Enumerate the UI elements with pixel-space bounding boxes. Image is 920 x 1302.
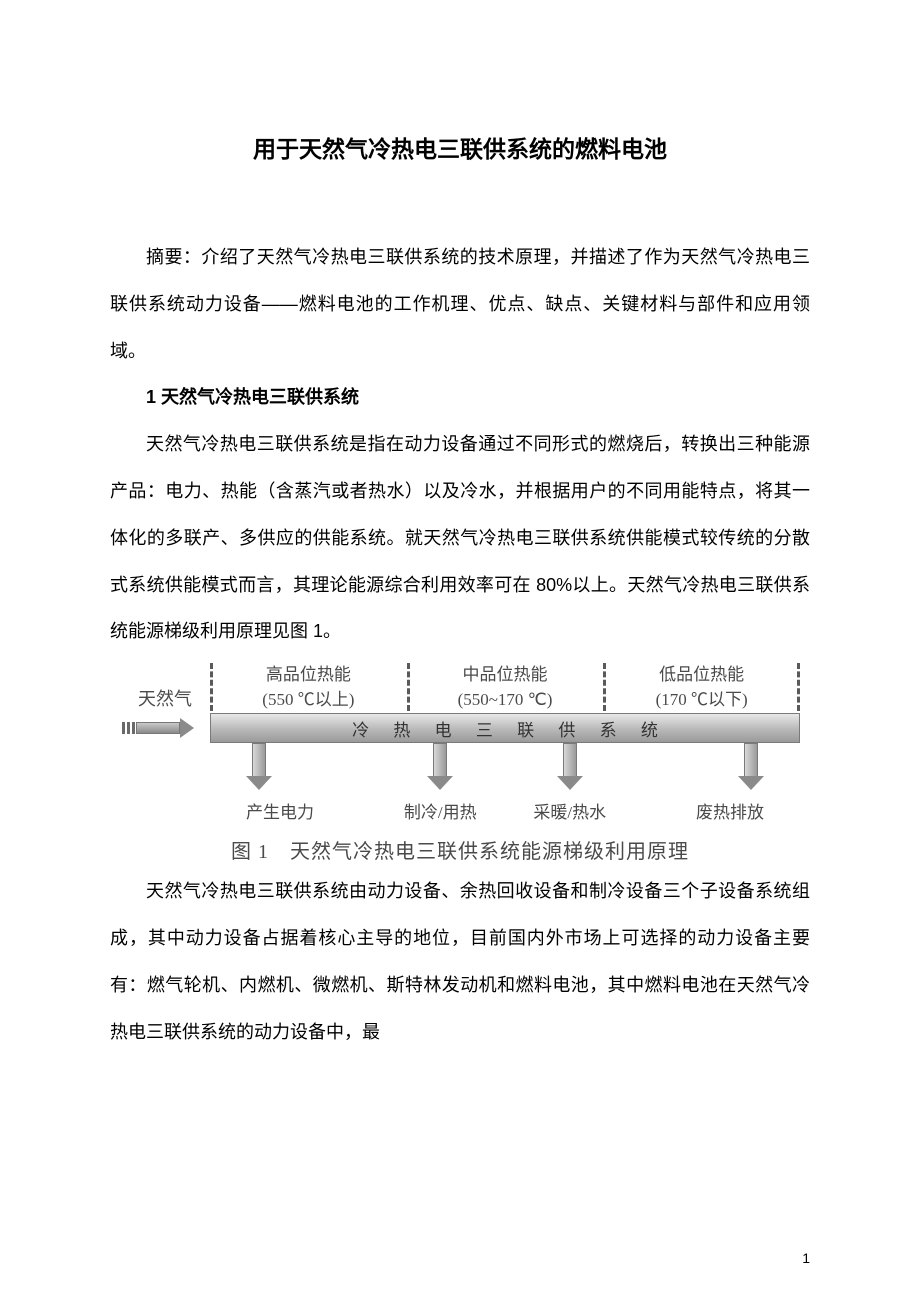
figure-tier-row: 天然气 高品位热能 (550 ℃以上) 中品位热能 (550~170 ℃) — [120, 661, 800, 713]
figure-main-bar-row: 冷 热 电 三 联 供 系 统 — [120, 713, 800, 743]
tier-cell-low: 低品位热能 (170 ℃以下) — [603, 661, 800, 713]
output-cell: 采暖/热水 — [505, 743, 635, 823]
figure-caption: 图 1 天然气冷热电三联供系统能源梯级利用原理 — [120, 835, 800, 864]
tier-range: (550~170 ℃) — [407, 688, 604, 713]
system-bar: 冷 热 电 三 联 供 系 统 — [210, 713, 800, 743]
output-cell: 产生电力 — [210, 743, 376, 823]
down-arrow-icon — [246, 743, 272, 790]
document-page: 用于天然气冷热电三联供系统的燃料电池 摘要：介绍了天然气冷热电三联供系统的技术原… — [0, 0, 920, 1095]
tier-name: 中品位热能 — [407, 663, 604, 688]
tier-range: (170 ℃以下) — [603, 688, 800, 713]
output-label: 采暖/热水 — [533, 798, 606, 823]
tier-columns: 高品位热能 (550 ℃以上) 中品位热能 (550~170 ℃) 低品位热能 … — [210, 661, 800, 713]
body-paragraph-1: 天然气冷热电三联供系统是指在动力设备通过不同形式的燃烧后，转换出三种能源产品：电… — [110, 421, 810, 655]
figure-1: 天然气 高品位热能 (550 ℃以上) 中品位热能 (550~170 ℃) — [120, 661, 800, 864]
tier-name: 低品位热能 — [603, 663, 800, 688]
tier-cell-high: 高品位热能 (550 ℃以上) — [210, 661, 407, 713]
down-arrow-icon — [427, 743, 453, 790]
output-label: 废热排放 — [696, 798, 764, 823]
abstract-paragraph: 摘要：介绍了天然气冷热电三联供系统的技术原理，并描述了作为天然气冷热电三联供系统… — [110, 234, 810, 374]
input-arrow-icon — [120, 718, 210, 738]
input-gas-label: 天然气 — [120, 685, 210, 713]
output-label: 制冷/用热 — [404, 798, 477, 823]
tier-range: (550 ℃以上) — [210, 688, 407, 713]
down-arrow-icon — [738, 743, 764, 790]
figure-output-row: 产生电力 制冷/用热 采暖/热水 废热排放 — [210, 743, 800, 823]
body-paragraph-2: 天然气冷热电三联供系统由动力设备、余热回收设备和制冷设备三个子设备系统组成，其中… — [110, 868, 810, 1055]
tier-cell-mid: 中品位热能 (550~170 ℃) — [407, 661, 604, 713]
output-cell: 废热排放 — [635, 743, 801, 823]
output-cell: 制冷/用热 — [376, 743, 506, 823]
down-arrow-icon — [557, 743, 583, 790]
output-label: 产生电力 — [246, 798, 314, 823]
tier-name: 高品位热能 — [210, 663, 407, 688]
section-1-heading: 1 天然气冷热电三联供系统 — [110, 374, 810, 421]
page-number: 1 — [802, 1250, 810, 1266]
page-title: 用于天然气冷热电三联供系统的燃料电池 — [110, 130, 810, 164]
